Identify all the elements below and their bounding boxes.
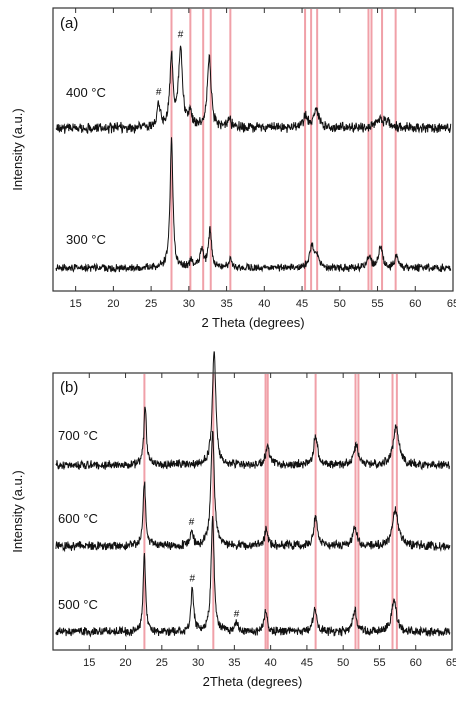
series-line-700c [55,351,450,471]
x-tick-label-45: 45 [296,298,308,310]
x-tick-label-60: 60 [410,657,422,669]
panel-a: 400 °C # #300 °C 15 20 25 30 35 40 45 50 55 60 65 2 Th… [10,7,456,330]
x-tick-label-55: 55 [373,657,385,669]
x-tick-label-60: 60 [409,298,421,310]
panel-label: (a) [60,15,78,32]
series-label-700c: 700 °C [58,428,98,443]
x-tick-label-15: 15 [70,298,82,310]
y-axis-title: Intensity (a.u.) [10,108,25,190]
x-tick-label-65: 65 [447,298,456,310]
x-tick-label-35: 35 [220,298,232,310]
series-line-500c [55,515,451,638]
x-tick-label-45: 45 [301,657,313,669]
annotation-hash-0-0: # [156,87,162,98]
annotation-hash-1-0: # [189,517,195,528]
x-tick-label-65: 65 [446,657,456,669]
x-tick-label-25: 25 [156,657,168,669]
annotation-hash-0-1: # [178,29,184,40]
x-axis-title: 2 Theta (degrees) [201,315,304,330]
series-label-400c: 400 °C [66,85,106,100]
plot-frame [52,372,453,651]
x-tick-label-50: 50 [337,657,349,669]
y-axis-title: Intensity (a.u.) [10,470,25,552]
series-label-500c: 500 °C [58,597,98,612]
x-tick-label-20: 20 [119,657,131,669]
x-tick-label-40: 40 [265,657,277,669]
x-axis-title: 2Theta (degrees) [203,674,303,689]
x-tick-label-40: 40 [258,298,270,310]
annotation-hash-2-0: # [190,573,196,584]
series-line-300c [55,137,452,273]
x-tick-label-30: 30 [192,657,204,669]
x-tick-label-30: 30 [183,298,195,310]
x-tick-label-25: 25 [145,298,157,310]
x-tick-label-50: 50 [334,298,346,310]
x-tick-label-35: 35 [228,657,240,669]
x-tick-label-15: 15 [83,657,95,669]
plot-frame [52,7,454,292]
x-tick-label-20: 20 [107,298,119,310]
panel-label: (b) [60,379,78,396]
series-label-300c: 300 °C [66,232,106,247]
x-tick-label-55: 55 [371,298,383,310]
series-line-400c [55,45,452,134]
series-label-600c: 600 °C [58,511,98,526]
annotation-hash-2-1: # [234,609,240,620]
panel-b: 700 °C 600 °C #500 °C # #15 20 25 30 35 40 45 50 55 6… [10,351,456,689]
series-line-600c [55,430,451,553]
